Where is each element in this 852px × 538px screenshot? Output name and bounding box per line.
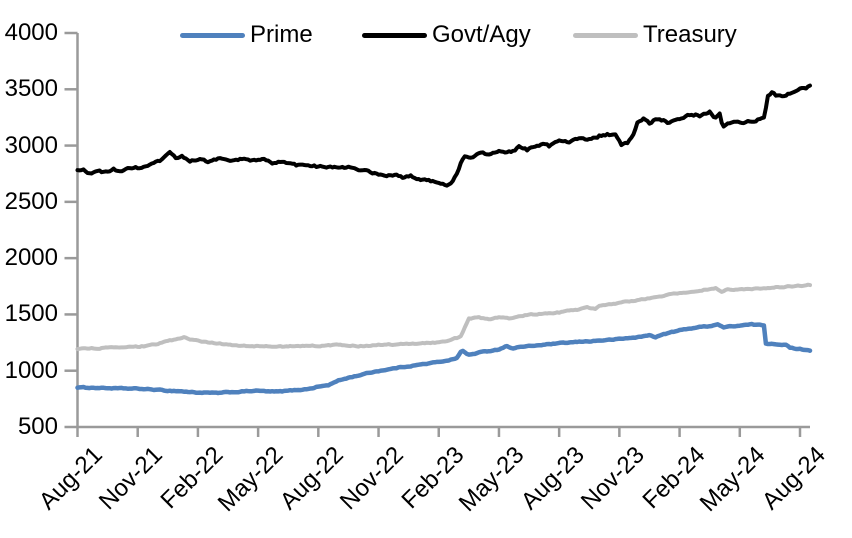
prime-line-swatch	[180, 32, 245, 38]
treasury-line-swatch	[573, 32, 638, 38]
govt-agy-line-swatch	[362, 32, 427, 38]
series-lines	[75, 83, 813, 396]
y-axis-tick-label: 4000	[4, 19, 58, 46]
y-axis-tick-label: 3500	[4, 75, 58, 103]
series-line-govt-agy	[75, 83, 812, 188]
y-axis-tick-label: 2000	[4, 244, 58, 272]
legend-label-prime: Prime	[250, 21, 313, 48]
y-axis-tick-label: 1500	[4, 300, 58, 328]
chart-legend: Prime Govt/Agy Treasury	[0, 0, 852, 50]
y-axis-tick-label: 500	[17, 413, 58, 440]
legend-item-treasury: Treasury	[573, 22, 737, 48]
legend-item-prime: Prime	[180, 22, 313, 48]
series-line-treasury	[75, 282, 812, 352]
y-axis-tick-label: 1000	[4, 356, 58, 384]
legend-item-govt-agy: Govt/Agy	[362, 22, 531, 48]
y-axis-tick-label: 2500	[4, 187, 58, 215]
legend-label-treasury: Treasury	[643, 21, 737, 48]
legend-label-govt-agy: Govt/Agy	[432, 21, 531, 48]
axes	[64, 31, 810, 437]
series-line-prime	[75, 321, 813, 396]
y-axis-tick-label: 3000	[4, 131, 58, 159]
